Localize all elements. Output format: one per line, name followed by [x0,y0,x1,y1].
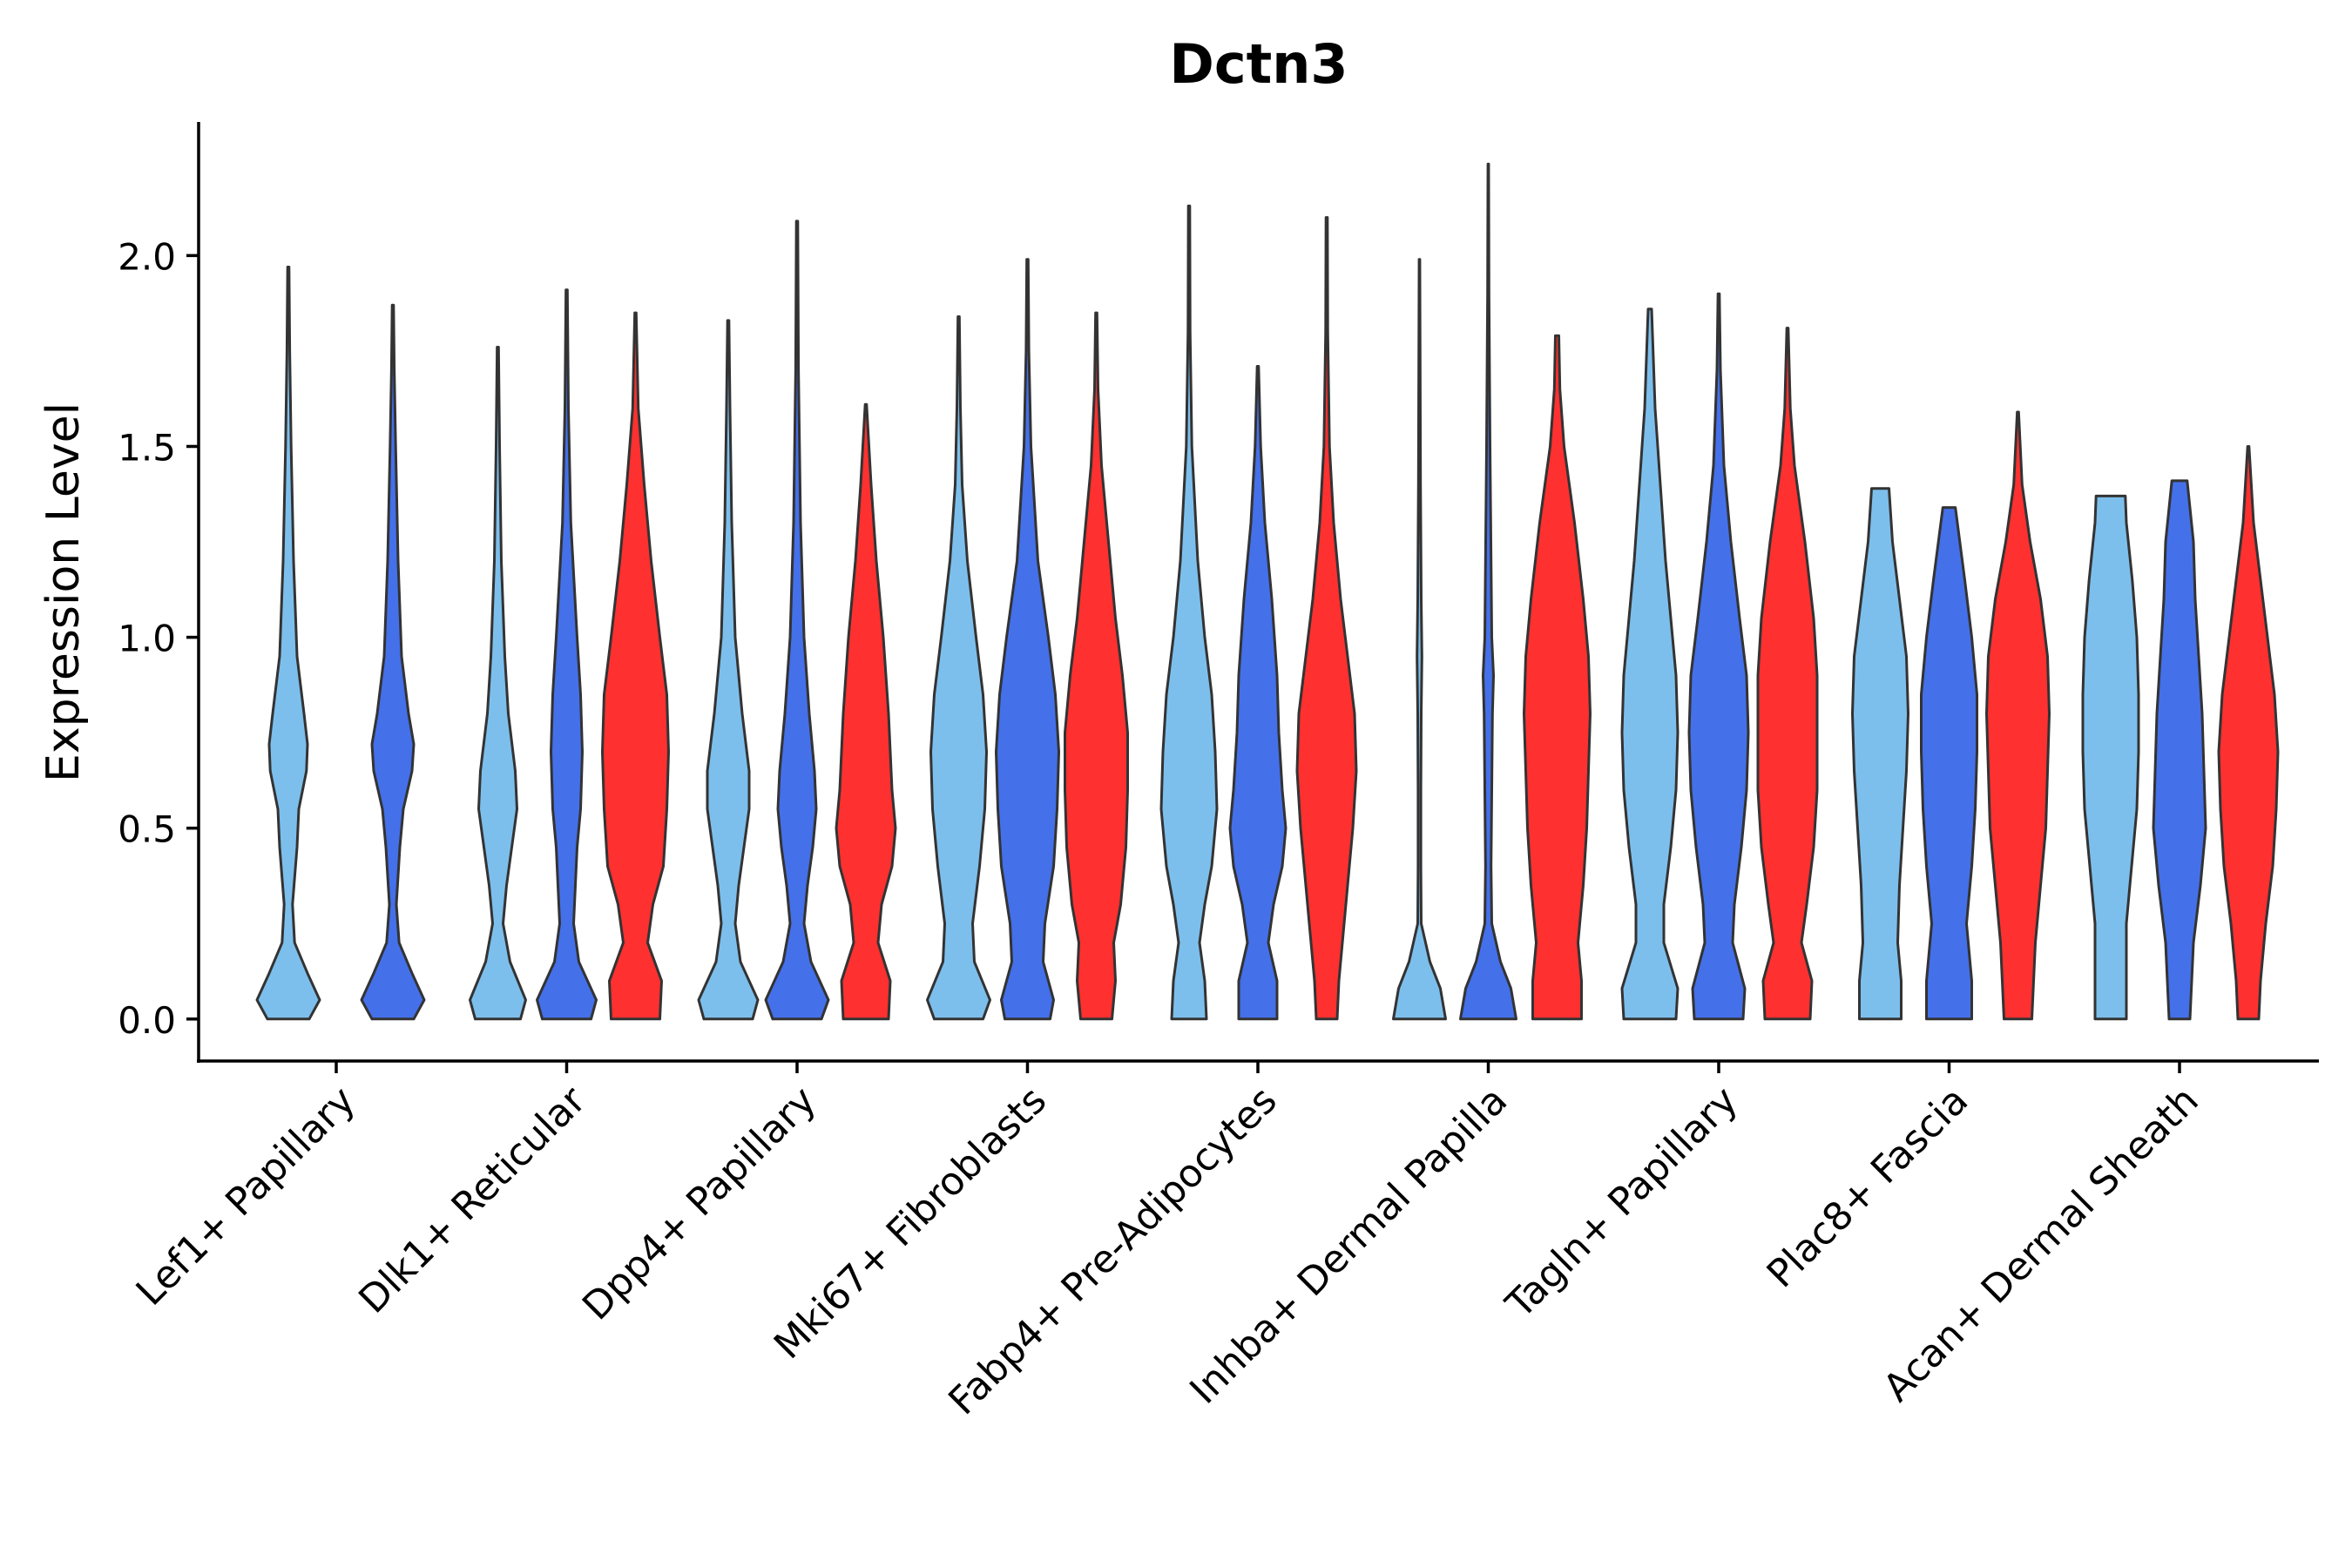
violin-tagln-papillary-condition-2 [1687,292,1750,1021]
y-tick-label: 1.5 [118,426,176,469]
violin-fabp4-pre-adipocytes-condition-1 [1159,204,1219,1021]
violin-dlk1-reticular-condition-3 [601,311,670,1021]
violin-dpp4-papillary-condition-3 [835,402,897,1021]
violin-lef1-papillary-condition-1 [255,266,321,1021]
violin-acan-dermal-sheath-condition-1 [2081,494,2140,1021]
x-tick-label: Plac8+ Fascia [1759,1078,1977,1297]
violin-plac8-fascia-condition-2 [1920,506,1978,1021]
y-tick-label: 1.0 [118,618,176,660]
violin-dlk1-reticular-condition-2 [536,288,598,1021]
violin-tagln-papillary-condition-3 [1756,327,1819,1021]
violin-inhba-dermal-papilla-condition-2 [1459,162,1517,1021]
violin-plac8-fascia-condition-1 [1851,487,1909,1021]
y-axis-label: Expression Level [37,402,90,782]
violin-mki67-fibroblasts-condition-2 [995,258,1060,1021]
violin-acan-dermal-sheath-condition-3 [2217,445,2280,1021]
violin-dpp4-papillary-condition-2 [764,220,830,1021]
violin-mki67-fibroblasts-condition-1 [926,315,991,1021]
violin-dlk1-reticular-condition-1 [469,346,527,1021]
violin-fabp4-pre-adipocytes-condition-3 [1295,216,1358,1021]
violin-dpp4-papillary-condition-1 [697,319,760,1021]
chart-title: Dctn3 [1169,32,1348,96]
violins-layer [255,162,2280,1021]
violin-lef1-papillary-condition-2 [360,303,426,1021]
y-tick-label: 0.0 [118,999,176,1042]
violin-acan-dermal-sheath-condition-2 [2152,479,2207,1021]
x-tick-label: Tagln+ Papillary [1497,1078,1747,1328]
x-tick-label: Lef1+ Papillary [128,1078,364,1315]
x-tick-label: Dpp4+ Papillary [574,1078,825,1329]
violin-tagln-papillary-condition-1 [1620,308,1680,1021]
violin-plac8-fascia-condition-3 [1985,410,2051,1021]
violin-fabp4-pre-adipocytes-condition-2 [1228,365,1288,1021]
y-tick-label: 2.0 [118,235,176,278]
violin-inhba-dermal-papilla-condition-3 [1523,334,1592,1021]
x-tick-label: Dlk1+ Reticular [350,1078,595,1322]
violin-inhba-dermal-papilla-condition-1 [1392,258,1447,1021]
violin-mki67-fibroblasts-condition-3 [1064,311,1129,1021]
y-tick-label: 0.5 [118,808,176,851]
